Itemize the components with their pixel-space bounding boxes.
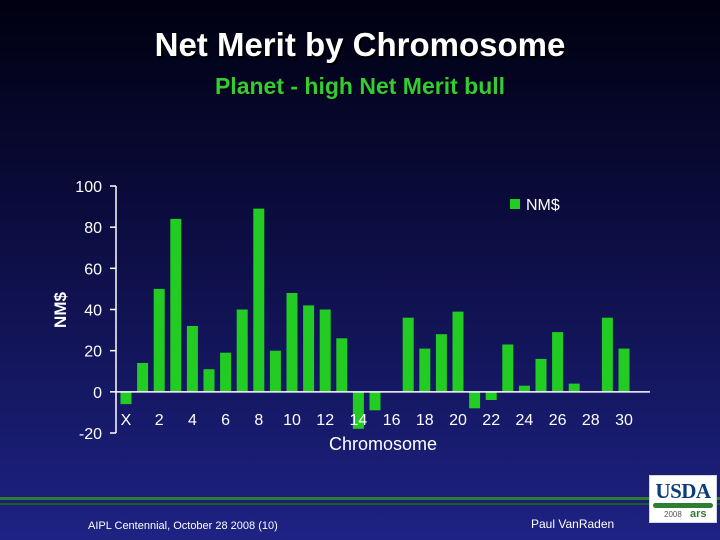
usda-swoosh-icon [653, 503, 713, 508]
x-ticks: X 2 4 6 8 10 12 14 16 18 20 22 24 26 28 30 [121, 412, 633, 429]
bar-chr-30 [618, 348, 630, 392]
bar-chr-29 [601, 317, 613, 392]
slide-subtitle: Planet - high Net Merit bull [214, 73, 506, 99]
bar-chr-13 [336, 338, 348, 392]
bar-chr-19 [435, 334, 447, 392]
bar-chr-3 [170, 218, 182, 392]
x-tick-label: 28 [582, 412, 600, 429]
x-tick-label: 8 [254, 412, 263, 429]
bar-chr-15 [369, 391, 381, 411]
x-tick-label: 30 [615, 412, 633, 429]
bar-chr-21 [469, 391, 481, 409]
ars-logo-mark: ars [690, 508, 707, 520]
bar-chr-1 [137, 363, 149, 392]
footer-author: Paul VanRaden [531, 517, 615, 531]
x-tick-label: 16 [383, 412, 401, 429]
bar-chr-17 [402, 317, 414, 392]
bar-chr-23 [502, 344, 514, 392]
legend-label: NM$ [526, 197, 560, 214]
bar-chr-24 [518, 385, 530, 392]
bar-chr-2 [153, 288, 165, 392]
usda-logo: USDA 2008 ars [649, 475, 717, 523]
footer-left-text: AIPL Centennial, October 28 2008 (10) [88, 520, 278, 532]
bar-chr-12 [319, 309, 331, 392]
x-tick-label: 2 [155, 412, 164, 429]
x-tick-label: X [121, 412, 132, 429]
bar-chr-10 [286, 293, 298, 392]
bar-chr-27 [568, 383, 580, 392]
usda-logo-text: USDA [655, 479, 711, 503]
bars-layer [120, 208, 630, 429]
y-tick-label: 100 [75, 179, 102, 196]
x-tick-label: 24 [516, 412, 534, 429]
bar-chr-18 [419, 348, 431, 392]
y-tick-label: 20 [84, 344, 102, 361]
y-tick-label: -20 [79, 426, 102, 443]
x-tick-label: 4 [188, 412, 197, 429]
x-tick-label: 10 [283, 412, 301, 429]
bar-chr-6 [220, 352, 232, 392]
x-axis-label: Chromosome [329, 434, 437, 454]
x-tick-label: 6 [221, 412, 230, 429]
bar-chr-5 [203, 369, 215, 392]
y-tick-label: 60 [84, 261, 102, 278]
bar-chr-26 [552, 332, 564, 392]
bar-chr-14 [352, 391, 364, 429]
logo-year: 2008 [664, 510, 682, 519]
bar-chr-8 [253, 208, 265, 392]
y-ticks: 100 80 60 40 20 0 -20 [75, 179, 116, 443]
bar-chr-11 [303, 305, 315, 392]
x-tick-label: 14 [350, 412, 368, 429]
legend-swatch [510, 199, 520, 209]
footer-rule-bottom [0, 503, 720, 505]
bar-chr-20 [452, 311, 464, 392]
x-tick-label: 18 [416, 412, 434, 429]
slide-title: Net Merit by Chromosome [154, 26, 566, 63]
x-tick-label: 26 [549, 412, 567, 429]
x-tick-label: 20 [449, 412, 467, 429]
y-axis-label: NM$ [51, 292, 70, 328]
x-tick-label: 12 [316, 412, 334, 429]
bar-chr-22 [485, 391, 497, 400]
y-tick-label: 0 [93, 385, 102, 402]
bar-chr-X [120, 391, 132, 405]
bar-chr-9 [269, 350, 281, 392]
x-tick-label: 22 [482, 412, 500, 429]
bar-chr-4 [186, 326, 198, 392]
legend: NM$ [510, 197, 560, 214]
footer-rule-top [0, 497, 720, 500]
bar-chr-7 [236, 309, 248, 392]
y-tick-label: 80 [84, 220, 102, 237]
bar-chr-25 [535, 358, 547, 392]
y-tick-label: 40 [84, 303, 102, 320]
